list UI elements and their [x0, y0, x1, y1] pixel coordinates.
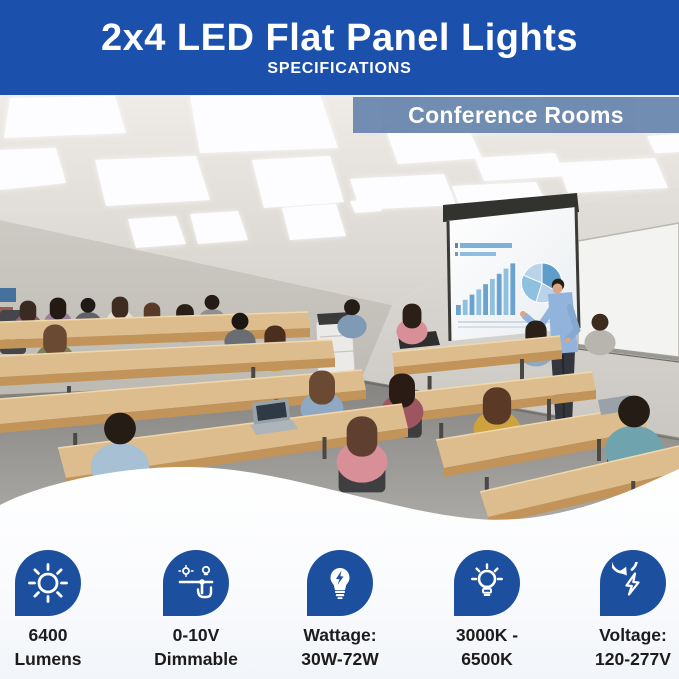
voltage-icon-blob [600, 550, 666, 616]
lightning-cycle-icon [612, 562, 640, 596]
header-banner: 2x4 LED Flat Panel Lights SPECIFICATIONS [0, 0, 679, 95]
spec-unit: 6500K [461, 649, 513, 669]
presenter [520, 278, 583, 439]
spec-value: 0-10V [172, 625, 220, 645]
bulb-lightning-icon [330, 568, 350, 599]
spec-footer: 6400 Lumens 0-10V Dimmable [0, 448, 679, 679]
badge-label: Conference Rooms [408, 101, 624, 128]
brightness-sun-icon [28, 563, 68, 603]
page-subtitle: SPECIFICATIONS [267, 59, 412, 77]
wattage-icon-blob [307, 550, 373, 616]
spec-value: 6400 [28, 625, 68, 645]
page-title: 2x4 LED Flat Panel Lights [100, 16, 579, 59]
spec-unit: Lumens [14, 649, 82, 669]
spec-label: Voltage: 120-277V [568, 623, 679, 671]
spec-label: Wattage: 30W-72W [275, 623, 405, 671]
dimmable-icon-blob [163, 550, 229, 616]
spec-unit: 120-277V [595, 649, 671, 669]
spec-value: Voltage: [599, 625, 667, 645]
spec-unit: 30W-72W [301, 649, 379, 669]
spec-label: 6400 Lumens [0, 623, 113, 671]
projection-screen [398, 193, 581, 349]
spec-label: 0-10V Dimmable [131, 623, 261, 671]
spec-lumens: 6400 Lumens [0, 550, 113, 671]
spec-value: 3000K - [455, 625, 519, 645]
screen-chart [455, 243, 566, 328]
bulb-shine-icon [471, 563, 503, 596]
spec-cct: 3000K - 6500K [422, 550, 552, 671]
wall-poster [0, 288, 16, 302]
audience-and-desks [0, 294, 679, 548]
spec-voltage: Voltage: 120-277V [568, 550, 679, 671]
spec-value: Wattage: [303, 625, 377, 645]
cct-icon-blob [454, 550, 520, 616]
dimmer-hand-icon [178, 564, 214, 599]
spec-label: 3000K - 6500K [422, 623, 552, 671]
lumens-icon-blob [15, 550, 81, 616]
spec-unit: Dimmable [154, 649, 238, 669]
spec-dimmable: 0-10V Dimmable [131, 550, 261, 671]
room-type-badge: Conference Rooms [353, 97, 679, 133]
spec-wattage: Wattage: 30W-72W [275, 550, 405, 671]
